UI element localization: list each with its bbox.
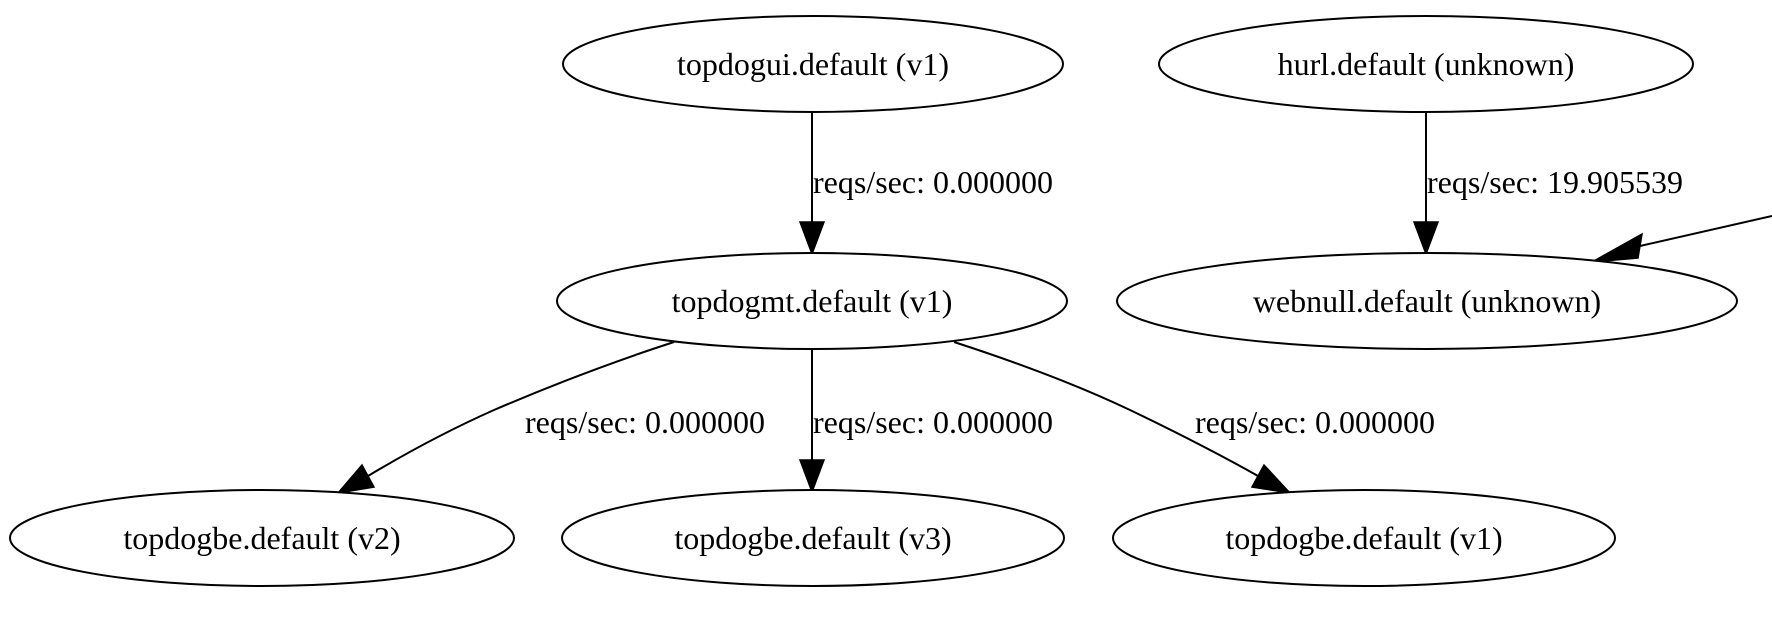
- edge-label-topdogmt-to-topdogbe-v3: reqs/sec: 0.000000: [813, 404, 1053, 440]
- node-ellipse: [1116, 252, 1738, 350]
- node-topdogbe-v2[interactable]: topdogbe.default (v2): [9, 489, 515, 587]
- edge-label-topdogmt-to-topdogbe-v2: reqs/sec: 0.000000: [525, 404, 765, 440]
- edge-line: [367, 341, 675, 477]
- arrowhead: [1591, 232, 1643, 263]
- node-ellipse: [1158, 15, 1694, 113]
- arrowhead: [1412, 221, 1440, 257]
- arrowhead: [798, 221, 826, 257]
- node-topdogui[interactable]: topdogui.default (v1): [562, 15, 1064, 113]
- node-ellipse: [561, 489, 1065, 587]
- edge-topdogui-to-topdogmt: [798, 113, 826, 257]
- edge-topdogmt-to-topdogbe-v3: [798, 350, 826, 495]
- node-label: topdogbe.default (v1): [1225, 520, 1502, 556]
- edge-hurl-to-webnull: [1412, 113, 1440, 257]
- node-ellipse: [1112, 489, 1616, 587]
- arrowhead: [1250, 463, 1293, 495]
- node-topdogbe-v3[interactable]: topdogbe.default (v3): [561, 489, 1065, 587]
- edge-line: [953, 341, 1259, 477]
- node-label: topdogbe.default (v3): [674, 520, 951, 556]
- node-label: topdogmt.default (v1): [672, 283, 953, 319]
- edge-line: [1639, 215, 1772, 247]
- node-hurl[interactable]: hurl.default (unknown): [1158, 15, 1694, 113]
- edge-label-topdogui-to-topdogmt: reqs/sec: 0.000000: [813, 164, 1053, 200]
- edge-label-hurl-to-webnull: reqs/sec: 19.905539: [1427, 164, 1683, 200]
- edge-topdogmt-to-topdogbe-v2: [336, 341, 675, 495]
- node-label: webnull.default (unknown): [1253, 283, 1601, 319]
- node-webnull[interactable]: webnull.default (unknown): [1116, 252, 1738, 350]
- node-ellipse: [562, 15, 1064, 113]
- node-ellipse: [9, 489, 515, 587]
- edge-topdogmt-to-topdogbe-v1: [953, 341, 1293, 495]
- node-label: topdogui.default (v1): [677, 46, 949, 82]
- edge-offscreen-to-webnull: [1591, 215, 1772, 263]
- edge-label-topdogmt-to-topdogbe-v1: reqs/sec: 0.000000: [1195, 404, 1435, 440]
- node-label: topdogbe.default (v2): [123, 520, 400, 556]
- node-topdogbe-v1[interactable]: topdogbe.default (v1): [1112, 489, 1616, 587]
- arrowhead: [336, 463, 376, 495]
- arrowhead: [798, 459, 826, 495]
- node-topdogmt[interactable]: topdogmt.default (v1): [556, 252, 1068, 350]
- node-ellipse: [556, 252, 1068, 350]
- node-label: hurl.default (unknown): [1278, 46, 1575, 82]
